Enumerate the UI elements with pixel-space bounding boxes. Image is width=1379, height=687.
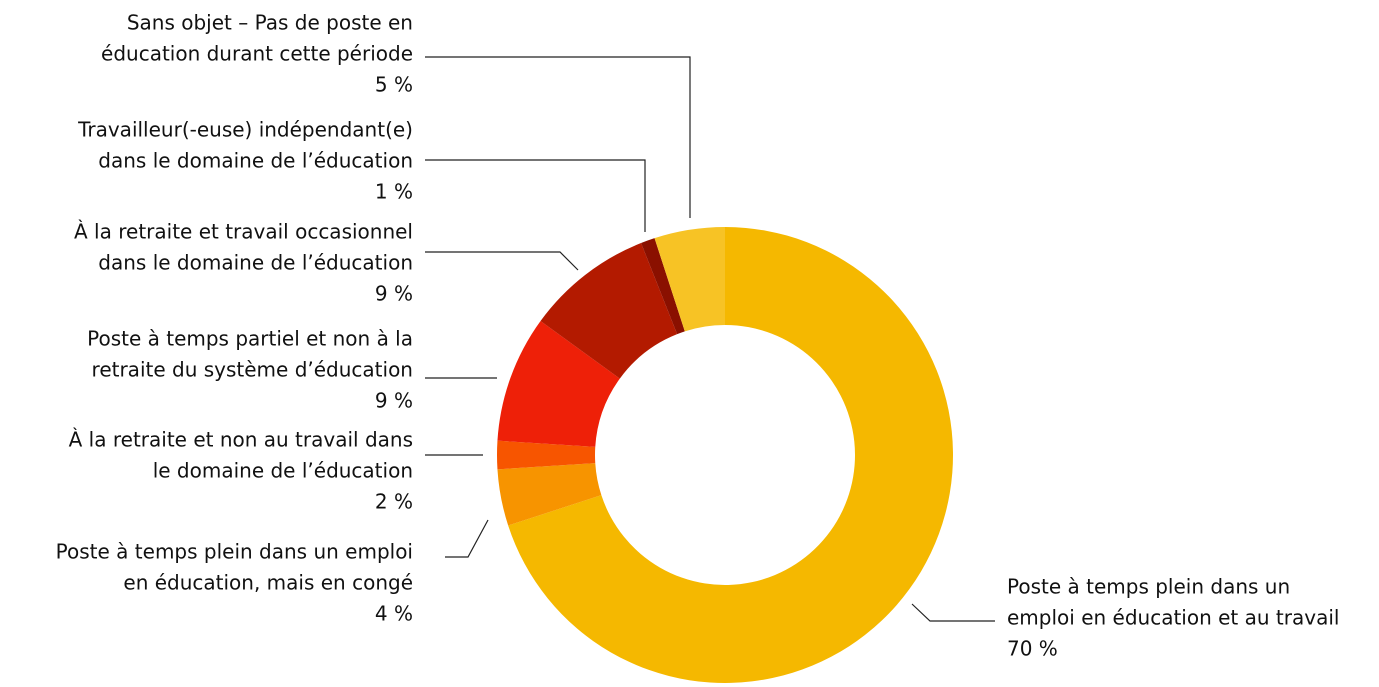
value-label: 70 % [1007, 637, 1058, 661]
value-label: 2 % [375, 490, 413, 514]
slice-label: retraite du système d’éducation [92, 358, 413, 382]
value-label: 4 % [375, 602, 413, 626]
slice-label: éducation durant cette période [101, 42, 413, 66]
slice-label: Travailleur(-euse) indépendant(e) [77, 118, 413, 142]
leader-line [911, 603, 995, 622]
donut-slice [641, 238, 685, 335]
leader-line [445, 519, 489, 558]
leaders [425, 56, 995, 622]
donut-slice [497, 320, 620, 447]
slice-label: le domaine de l’éducation [153, 459, 413, 483]
leader-line [425, 56, 691, 218]
leader-line [425, 251, 579, 271]
value-label: 9 % [375, 282, 413, 306]
slice-label: dans le domaine de l’éducation [98, 149, 413, 173]
value-label: 1 % [375, 180, 413, 204]
slice-label: Poste à temps plein dans un [1007, 575, 1290, 599]
donut-slice [497, 440, 596, 470]
slice-label: emploi en éducation et au travail [1007, 606, 1339, 630]
slice-label: Poste à temps partiel et non à la [87, 327, 413, 351]
slice-label: Sans objet – Pas de poste en [127, 11, 413, 35]
slice-label: Poste à temps plein dans un emploi [56, 540, 413, 564]
slice-label: en éducation, mais en congé [123, 571, 413, 595]
slice-label: À la retraite et travail occasionnel [74, 220, 413, 244]
leader-line [425, 159, 646, 232]
donut-slice [497, 463, 602, 526]
value-label: 5 % [375, 73, 413, 97]
donut-slice [654, 227, 725, 332]
value-label: 9 % [375, 389, 413, 413]
donut-slice [508, 227, 953, 683]
donut-slice [540, 243, 678, 379]
slice-label: À la retraite et non au travail dans [69, 428, 413, 452]
slice-label: dans le domaine de l’éducation [98, 251, 413, 275]
